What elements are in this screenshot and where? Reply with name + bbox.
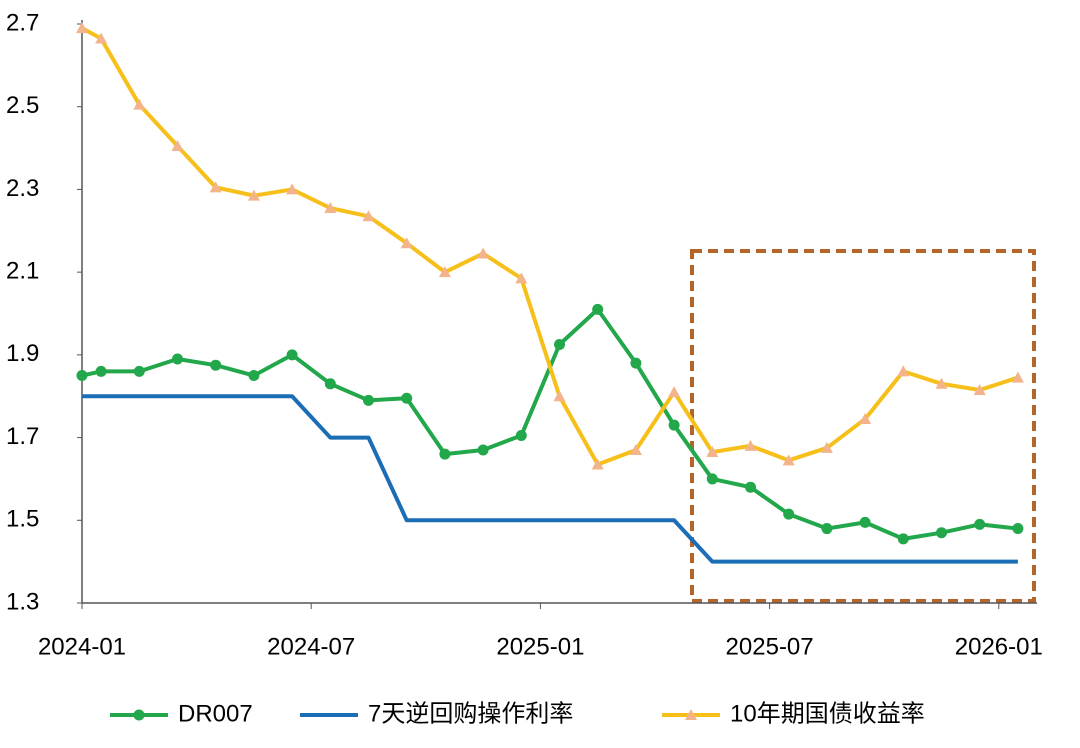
- data-point: [1012, 523, 1024, 535]
- data-point: [706, 446, 719, 458]
- data-point: [76, 370, 88, 382]
- data-point: [668, 386, 681, 398]
- data-point: [783, 508, 795, 520]
- data-point: [897, 533, 909, 545]
- y-tick-label: 1.9: [6, 340, 39, 367]
- y-tick-label: 1.7: [6, 423, 39, 450]
- data-point: [438, 266, 451, 278]
- y-tick-label: 2.3: [6, 175, 39, 202]
- data-point: [439, 448, 451, 460]
- data-point: [477, 444, 489, 456]
- y-tick-label: 2.5: [6, 92, 39, 119]
- data-point: [210, 359, 222, 371]
- data-point: [745, 481, 756, 493]
- y-tick-label: 1.3: [6, 588, 39, 615]
- legend-marker: [685, 709, 697, 720]
- data-point: [286, 349, 298, 361]
- data-point: [362, 210, 375, 222]
- series-line: [82, 394, 1018, 564]
- series-line: [81, 307, 1019, 541]
- data-point: [629, 443, 642, 455]
- data-point: [782, 454, 795, 466]
- data-point: [363, 394, 374, 406]
- data-point: [936, 527, 947, 539]
- data-point: [133, 365, 145, 377]
- data-point: [591, 458, 604, 470]
- x-tick-label: 2025-01: [496, 633, 584, 660]
- data-point: [744, 439, 757, 451]
- series-line: [81, 26, 1019, 467]
- legend-label: 7天逆回购操作利率: [368, 700, 573, 727]
- data-point: [209, 181, 222, 193]
- data-point: [897, 365, 910, 377]
- x-tick-label: 2024-07: [267, 633, 355, 660]
- data-point: [859, 516, 871, 528]
- data-point: [515, 272, 528, 284]
- data-point: [400, 237, 413, 249]
- data-point: [95, 365, 107, 377]
- legend-label: DR007: [178, 700, 253, 727]
- data-point: [973, 384, 986, 396]
- y-tick-label: 2.1: [6, 257, 39, 284]
- x-tick-label: 2025-07: [726, 633, 814, 660]
- data-point: [171, 140, 184, 152]
- data-point: [172, 353, 183, 365]
- data-point: [668, 419, 680, 431]
- data-point: [247, 189, 260, 201]
- data-point: [324, 202, 337, 214]
- x-tick-label: 2024-01: [38, 633, 126, 660]
- data-point: [935, 377, 948, 389]
- legend-label: 10年期国债收益率: [730, 700, 925, 727]
- data-point: [286, 183, 299, 195]
- data-point: [1011, 371, 1024, 383]
- data-point: [401, 392, 413, 404]
- legend-marker: [133, 709, 145, 721]
- y-tick-label: 2.7: [6, 9, 39, 36]
- x-tick-label: 2026-01: [955, 633, 1043, 660]
- data-point: [477, 247, 490, 259]
- data-point: [324, 378, 336, 390]
- data-point: [859, 412, 872, 424]
- highlight-box: [690, 249, 1036, 603]
- data-point: [592, 303, 604, 315]
- data-point: [630, 357, 642, 369]
- data-point: [706, 473, 718, 485]
- y-tick-label: 1.5: [6, 506, 39, 533]
- data-point: [820, 441, 833, 453]
- data-point: [553, 390, 566, 402]
- data-point: [248, 370, 260, 382]
- data-point: [974, 518, 986, 530]
- data-point: [133, 98, 146, 110]
- data-point: [821, 523, 833, 535]
- data-point: [76, 22, 88, 34]
- data-point: [554, 339, 565, 351]
- data-point: [515, 430, 527, 442]
- data-point: [95, 32, 108, 44]
